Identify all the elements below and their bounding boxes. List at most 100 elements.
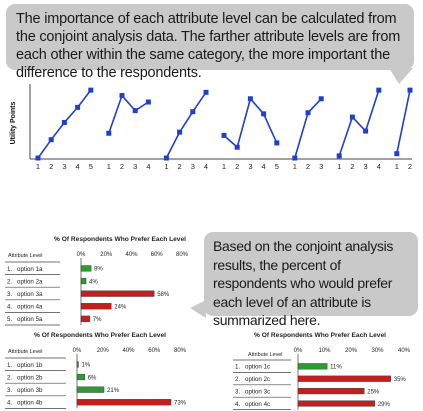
bar: [297, 400, 376, 407]
category-label: option 4a: [17, 304, 43, 311]
bar-value-label: 29%: [378, 402, 391, 408]
category-label: option 1b: [17, 362, 43, 369]
data-point: [292, 155, 298, 161]
category-label: option 2a: [17, 278, 43, 285]
data-point: [119, 93, 125, 99]
x-tick-label: 1: [395, 162, 399, 171]
x-tick-label: 2: [350, 162, 354, 171]
bar: [297, 363, 328, 370]
category-label: option 3b: [17, 387, 43, 394]
category-label: 3.: [7, 387, 12, 394]
x-tick-label: 2: [49, 162, 53, 171]
x-tick-label: 80%: [176, 252, 189, 258]
x-tick-label: 2: [306, 162, 310, 171]
intro-callout-tail: [389, 68, 413, 84]
x-tick-label: 60%: [148, 348, 161, 354]
data-point: [363, 128, 369, 134]
bar-value-label: 58%: [157, 292, 170, 298]
bar-value-label: 4%: [89, 279, 98, 285]
series-line-2: [108, 93, 149, 134]
intro-text: The importance of each attribute level c…: [16, 11, 401, 81]
x-tick-label: 20%: [345, 348, 358, 354]
x-tick-label: 80%: [174, 348, 187, 354]
data-point: [145, 99, 151, 105]
bar: [80, 290, 155, 297]
x-tick-label: 60%: [151, 252, 164, 258]
bar: [76, 386, 105, 393]
category-label: option 4c: [245, 401, 270, 408]
x-tick-label: 3: [248, 162, 252, 171]
attribute-level-header: Attribute Level: [8, 349, 42, 355]
bar-value-label: 8%: [94, 267, 103, 273]
bar-value-label: 24%: [114, 305, 127, 311]
x-tick-label: 1: [293, 162, 297, 171]
category-label: option 1c: [245, 364, 270, 371]
x-tick-label: 5: [89, 162, 93, 171]
bar: [76, 361, 79, 368]
data-point: [336, 153, 342, 159]
x-tick-label: 2: [235, 162, 239, 171]
data-point: [106, 130, 112, 136]
data-point: [190, 109, 196, 115]
x-tick-label: 3: [319, 162, 323, 171]
series-line-7: [396, 89, 411, 154]
x-tick-label: 0%: [294, 348, 303, 354]
data-point: [221, 132, 227, 138]
bar-value-label: 7%: [93, 317, 102, 323]
x-tick-label: 1: [337, 162, 341, 171]
category-label: 5.: [7, 316, 12, 323]
category-label: 2.: [235, 376, 240, 383]
data-point: [305, 110, 311, 116]
data-point: [261, 111, 267, 117]
data-point: [163, 155, 169, 161]
bar: [80, 315, 91, 322]
data-point: [132, 108, 138, 114]
bar-value-label: 11%: [330, 365, 342, 371]
bar-value-label: 1%: [82, 363, 91, 369]
x-tick-label: 3: [191, 162, 195, 171]
x-tick-label: 1: [36, 162, 40, 171]
category-label: option 2c: [245, 376, 270, 383]
bar-value-label: 21%: [107, 388, 120, 394]
x-tick-label: 4: [204, 162, 208, 171]
category-label: 1.: [7, 266, 12, 273]
x-tick-label: 0%: [77, 252, 86, 258]
data-point: [318, 96, 324, 102]
x-tick-label: 3: [133, 162, 137, 171]
x-tick-label: 0%: [73, 348, 82, 354]
x-tick-label: 2: [120, 162, 124, 171]
x-tick-label: 1: [164, 162, 168, 171]
x-tick-label: 40%: [122, 348, 135, 354]
data-point: [35, 155, 41, 161]
bar-chart-title: % Of Respondents Who Prefer Each Level: [54, 236, 186, 243]
category-label: option 5a: [17, 316, 43, 323]
x-tick-label: 4: [146, 162, 150, 171]
bar-value-label: 6%: [88, 375, 97, 381]
data-point: [48, 137, 54, 143]
data-point: [376, 87, 382, 93]
category-label: option 2b: [17, 374, 43, 381]
data-point: [177, 129, 183, 135]
category-label: option 4b: [17, 400, 43, 407]
summary-text: Based on the conjoint analysis results, …: [213, 238, 394, 328]
category-label: 4.: [7, 400, 12, 407]
category-label: option 1a: [17, 266, 43, 273]
bar: [80, 303, 112, 310]
data-point: [247, 96, 253, 102]
series-line-3: [165, 91, 207, 159]
y-axis-label: Utility Points: [10, 102, 17, 145]
category-label: 4.: [7, 304, 12, 311]
x-tick-label: 4: [377, 162, 381, 171]
category-label: 3.: [235, 388, 240, 395]
x-tick-label: 5: [275, 162, 279, 171]
category-label: option 3a: [17, 291, 43, 298]
data-point: [88, 87, 94, 93]
data-point: [75, 104, 81, 110]
data-point: [394, 151, 400, 157]
bar: [76, 399, 172, 406]
summary-callout: Based on the conjoint analysis results, …: [204, 232, 418, 328]
